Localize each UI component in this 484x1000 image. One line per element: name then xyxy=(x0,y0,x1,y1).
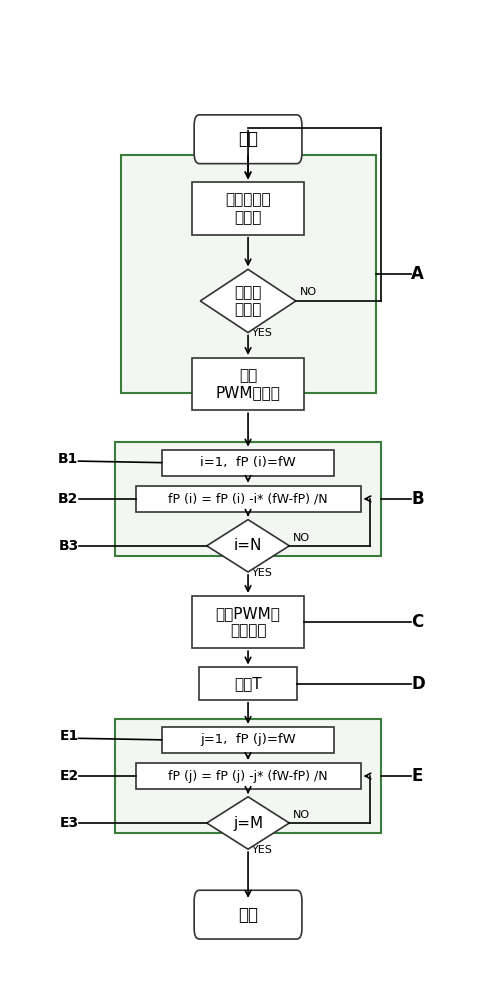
Text: D: D xyxy=(411,675,425,693)
Text: 开始: 开始 xyxy=(238,130,258,148)
Text: YES: YES xyxy=(252,568,272,578)
Text: j=1,  fP (j)=fW: j=1, fP (j)=fW xyxy=(200,733,296,746)
Bar xyxy=(192,596,304,648)
Bar xyxy=(136,486,361,512)
Text: YES: YES xyxy=(252,328,272,338)
FancyBboxPatch shape xyxy=(194,115,302,164)
Text: A: A xyxy=(411,265,424,283)
Text: 修改PWM信
号特征值: 修改PWM信 号特征值 xyxy=(215,606,281,638)
Polygon shape xyxy=(207,797,289,849)
Text: NO: NO xyxy=(293,810,310,820)
Text: B1: B1 xyxy=(58,452,78,466)
Text: NO: NO xyxy=(293,533,310,543)
Text: 结束: 结束 xyxy=(238,906,258,924)
Text: C: C xyxy=(411,613,424,631)
Bar xyxy=(192,182,304,235)
Text: fP (j) = fP (j) -j* (fW-fP) /N: fP (j) = fP (j) -j* (fW-fP) /N xyxy=(168,770,328,783)
Text: j=M: j=M xyxy=(233,816,263,831)
Text: 侦测调光控
制信号: 侦测调光控 制信号 xyxy=(225,192,271,225)
Polygon shape xyxy=(207,520,289,572)
Text: B: B xyxy=(411,490,424,508)
Bar xyxy=(162,727,334,753)
Text: B2: B2 xyxy=(58,492,78,506)
Text: i=1,  fP (i)=fW: i=1, fP (i)=fW xyxy=(200,456,296,469)
Bar xyxy=(199,667,297,700)
Text: NO: NO xyxy=(300,287,317,297)
Text: 判断是
否调光: 判断是 否调光 xyxy=(234,285,262,317)
Text: E3: E3 xyxy=(60,816,78,830)
Polygon shape xyxy=(200,269,296,333)
Text: YES: YES xyxy=(252,845,272,855)
Bar xyxy=(162,450,334,476)
Text: i=N: i=N xyxy=(234,538,262,553)
FancyBboxPatch shape xyxy=(194,890,302,939)
Text: 延时T: 延时T xyxy=(234,676,262,691)
Bar xyxy=(115,719,381,833)
Bar xyxy=(192,358,304,410)
Text: fP (i) = fP (i) -i* (fW-fP) /N: fP (i) = fP (i) -i* (fW-fP) /N xyxy=(168,492,328,505)
Bar xyxy=(115,442,381,556)
Text: B3: B3 xyxy=(58,539,78,553)
Bar xyxy=(136,763,361,789)
Text: E: E xyxy=(411,767,423,785)
Text: 计算
PWM特征值: 计算 PWM特征值 xyxy=(215,368,281,400)
Text: E1: E1 xyxy=(59,729,78,743)
Bar xyxy=(121,155,376,393)
Text: E2: E2 xyxy=(59,769,78,783)
